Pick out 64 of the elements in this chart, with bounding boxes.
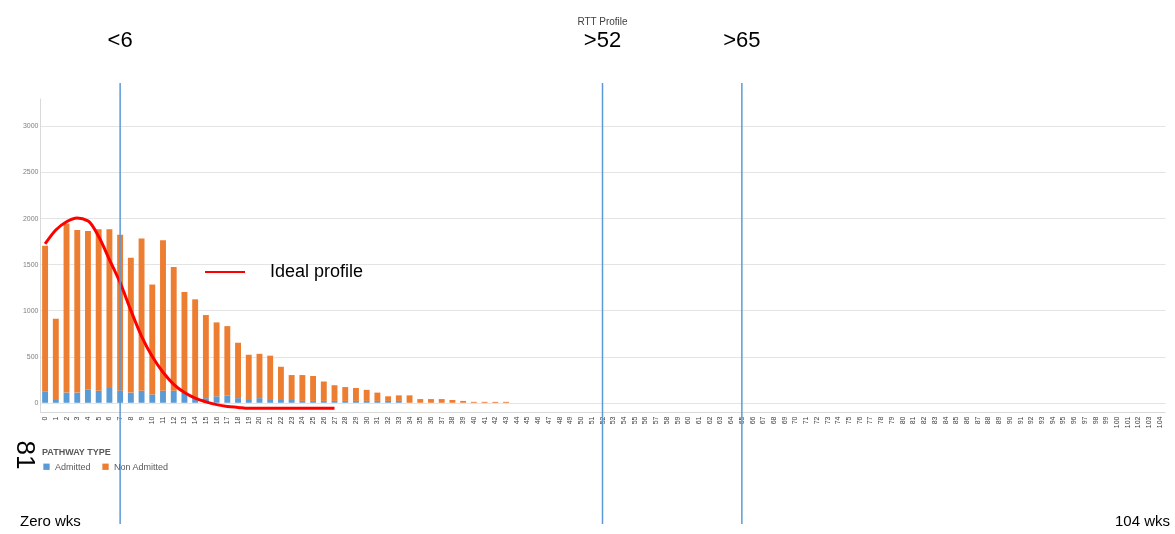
ref-line-label: <6	[107, 27, 133, 52]
ref-line-label: >65	[723, 27, 761, 52]
bar	[85, 230, 91, 390]
bar	[74, 230, 81, 393]
bar	[245, 354, 252, 400]
bar	[363, 389, 370, 401]
bar	[288, 399, 295, 403]
bar	[106, 387, 113, 403]
bar	[52, 399, 59, 403]
bar	[138, 238, 145, 391]
bar	[95, 229, 102, 391]
bar	[127, 392, 134, 403]
legend-label: Ideal profile	[270, 261, 364, 281]
bar	[310, 375, 317, 401]
bar	[267, 399, 274, 403]
legend-label: Admitted	[55, 461, 91, 472]
bar	[74, 392, 81, 403]
ref-line-label: >52	[583, 27, 622, 52]
legend-title: PATHWAY TYPE	[42, 447, 111, 457]
bar	[160, 240, 166, 391]
bar	[213, 396, 220, 403]
bar	[106, 229, 113, 388]
bar	[449, 399, 456, 403]
bar	[277, 399, 284, 403]
bar	[224, 395, 231, 403]
bar	[395, 395, 402, 401]
bar	[320, 381, 327, 401]
bar	[127, 257, 134, 393]
bar	[428, 399, 434, 403]
bar	[277, 366, 284, 400]
bar	[235, 398, 241, 403]
bar	[342, 387, 349, 401]
bar	[95, 390, 102, 403]
bar	[235, 342, 241, 399]
bar	[299, 375, 306, 401]
bar	[417, 399, 424, 403]
text: Zero wks	[20, 512, 81, 529]
bar	[256, 398, 263, 403]
bar	[138, 390, 145, 403]
bar	[52, 318, 59, 400]
bar	[42, 391, 49, 403]
bar	[202, 315, 209, 399]
bar	[385, 396, 392, 401]
bar	[192, 299, 199, 398]
text: 81	[11, 440, 41, 470]
bar	[149, 284, 156, 395]
bar	[245, 399, 252, 403]
bar	[160, 390, 166, 403]
bar	[438, 399, 445, 403]
bar	[170, 267, 177, 391]
bar	[42, 245, 49, 392]
bar	[374, 392, 381, 401]
text: 104 wks	[1115, 512, 1171, 529]
bar	[406, 395, 413, 403]
bar	[149, 394, 156, 403]
bar	[85, 389, 91, 403]
bar	[353, 387, 359, 401]
bar	[181, 291, 188, 393]
bar	[224, 326, 231, 396]
bar	[288, 375, 295, 400]
bar	[213, 322, 220, 397]
bar	[267, 355, 274, 400]
bar	[170, 390, 177, 403]
chart-title: RTT Profile	[577, 16, 629, 27]
